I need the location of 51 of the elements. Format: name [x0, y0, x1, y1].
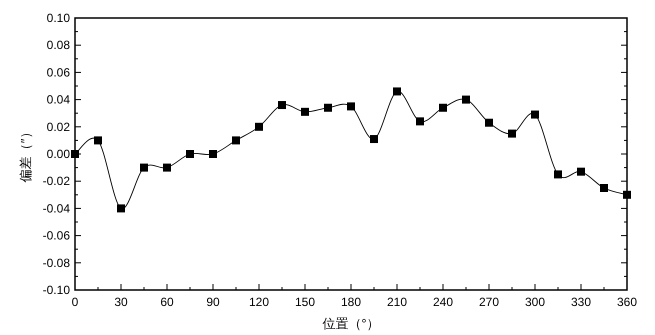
x-tick-label: 0: [72, 295, 79, 309]
point: [232, 136, 240, 144]
y-tick-label: 0.00: [46, 147, 70, 161]
point: [623, 190, 631, 199]
x-tick-label: 240: [432, 295, 454, 309]
x-tick-label: 90: [206, 295, 220, 309]
x-tick-label: 270: [478, 295, 500, 309]
y-tick-label: -0.04: [42, 201, 70, 216]
point: [485, 118, 493, 127]
point: [393, 87, 401, 96]
point: [140, 164, 148, 172]
x-tick-label: 330: [570, 295, 592, 309]
point: [163, 164, 171, 172]
point: [462, 96, 470, 104]
x-tick-label: 360: [616, 295, 638, 309]
y-tick-label: -0.08: [42, 256, 70, 270]
point: [278, 101, 286, 110]
point: [416, 117, 424, 126]
point: [508, 130, 516, 138]
point: [186, 150, 194, 158]
point: [554, 170, 562, 178]
point: [577, 168, 585, 176]
point: [347, 102, 355, 110]
y-tick-label: 0.02: [46, 120, 70, 134]
x-tick-label: 180: [340, 295, 362, 309]
x-tick-label: 210: [386, 295, 408, 309]
y-tick-label: -0.02: [42, 174, 70, 188]
point: [531, 110, 539, 119]
point: [600, 184, 608, 192]
y-tick-label: -0.10: [42, 283, 70, 297]
point: [117, 204, 125, 212]
point: [209, 150, 217, 158]
point: [324, 104, 332, 112]
point: [94, 136, 102, 144]
x-axis-title: 位置（°）: [322, 316, 380, 331]
y-tick-label: 0.08: [46, 38, 70, 52]
x-tick-label: 60: [160, 295, 174, 309]
y-tick-label: 0.06: [46, 65, 70, 80]
y-tick-label: 0.04: [46, 92, 70, 107]
point: [255, 122, 263, 131]
y-axis-title: 偏差（″）: [18, 126, 33, 182]
point: [370, 135, 378, 144]
y-tick-label: 0.10: [46, 11, 70, 25]
point: [439, 104, 447, 112]
point: [301, 108, 309, 116]
y-tick-label: -0.06: [42, 228, 70, 243]
point: [71, 150, 79, 158]
x-tick-label: 300: [524, 295, 546, 309]
x-tick-label: 30: [114, 295, 128, 309]
x-tick-label: 120: [248, 295, 270, 309]
x-tick-label: 150: [294, 295, 316, 309]
